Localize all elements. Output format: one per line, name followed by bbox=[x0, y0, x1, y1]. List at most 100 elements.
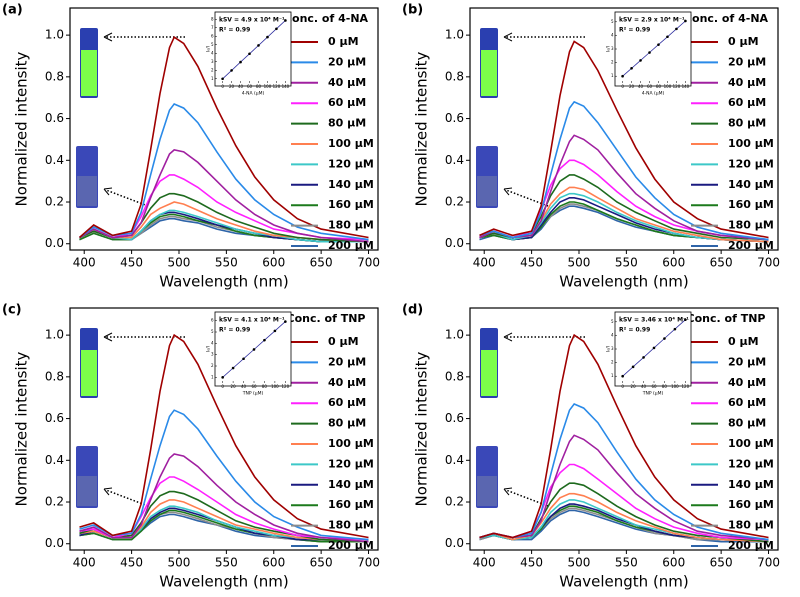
vial-liquid bbox=[477, 176, 497, 206]
y-tick-label: 0.6 bbox=[45, 411, 64, 425]
inset-point bbox=[252, 348, 256, 351]
inset-x-tick-label: 60 bbox=[247, 84, 253, 89]
legend-label: 200 μM bbox=[328, 239, 374, 252]
inset-point bbox=[630, 67, 633, 70]
x-tick-label: 600 bbox=[262, 256, 285, 270]
inset-x-tick-label: 0 bbox=[621, 384, 624, 389]
y-tick-label: 0.6 bbox=[45, 111, 64, 125]
legend-label: 140 μM bbox=[328, 178, 374, 191]
vial-glow bbox=[81, 50, 97, 96]
x-tick-label: 700 bbox=[757, 256, 780, 270]
arrow-head bbox=[103, 32, 113, 42]
arrow-head bbox=[503, 487, 513, 496]
inset-point bbox=[284, 320, 287, 323]
inset-y-tick-label: 5 bbox=[211, 42, 214, 47]
y-tick-label: 1.0 bbox=[45, 328, 64, 342]
inset-x-tick-label: 100 bbox=[271, 384, 279, 389]
x-tick-label: 400 bbox=[473, 556, 496, 570]
inset-point bbox=[684, 19, 687, 23]
inset-y-label: I₀/I bbox=[606, 46, 612, 52]
inset-x-tick-label: 80 bbox=[656, 84, 662, 89]
y-axis-label: Normalized intensity bbox=[13, 351, 31, 506]
legend-label: 120 μM bbox=[328, 157, 374, 170]
legend-label: 180 μM bbox=[728, 519, 774, 532]
plot-frame bbox=[469, 307, 779, 551]
inset-point bbox=[273, 329, 277, 333]
y-tick-label: 0.8 bbox=[445, 69, 464, 83]
inset-point bbox=[663, 337, 666, 340]
inset-y-tick-label: 5 bbox=[611, 319, 614, 324]
y-tick-label: 1.0 bbox=[445, 28, 464, 42]
x-tick-label: 400 bbox=[73, 256, 96, 270]
panel-label: (d) bbox=[402, 303, 423, 318]
inset-x-tick-label: 0 bbox=[221, 384, 224, 389]
x-tick-label: 700 bbox=[357, 556, 380, 570]
plot-frame bbox=[469, 7, 779, 251]
legend-label: 20 μM bbox=[728, 355, 766, 368]
y-tick-label: 0.6 bbox=[445, 111, 464, 125]
vial-liquid bbox=[77, 176, 97, 206]
y-tick-label: 0.8 bbox=[45, 69, 64, 83]
spectrum-line bbox=[479, 403, 769, 541]
legend-label: 80 μM bbox=[728, 417, 766, 430]
x-tick-label: 450 bbox=[120, 556, 143, 570]
x-axis-label: Wavelength (nm) bbox=[559, 273, 689, 291]
inset-y-tick-label: 1 bbox=[211, 76, 214, 81]
y-tick-label: 0.8 bbox=[445, 369, 464, 383]
inset-y-tick-label: 1 bbox=[211, 374, 214, 379]
x-axis-label: Wavelength (nm) bbox=[159, 273, 289, 291]
x-tick-label: 600 bbox=[662, 556, 685, 570]
legend-label: 80 μM bbox=[728, 117, 766, 130]
legend-label: 20 μM bbox=[328, 55, 366, 68]
inset-y-tick-label: 8 bbox=[211, 16, 214, 21]
inset-x-tick-label: 120 bbox=[682, 384, 690, 389]
panel-label: (b) bbox=[402, 3, 423, 18]
inset-x-tick-label: 20 bbox=[231, 384, 237, 389]
x-tick-label: 450 bbox=[120, 256, 143, 270]
inset-y-label: I₀/I bbox=[206, 346, 212, 352]
spectrum-line bbox=[79, 149, 369, 243]
inset-point bbox=[621, 74, 624, 78]
x-tick-label: 700 bbox=[757, 556, 780, 570]
spectrum-line bbox=[78, 36, 369, 239]
inset-y-tick-label: 6 bbox=[211, 318, 214, 323]
inset-x-label: 4-NA (μM) bbox=[242, 91, 265, 97]
inset-annotation: kSV = 2.9 x 10⁴ M⁻¹ bbox=[619, 17, 685, 24]
legend-label: 120 μM bbox=[728, 457, 774, 470]
x-tick-label: 700 bbox=[357, 256, 380, 270]
inset-y-tick-label: 4 bbox=[611, 332, 614, 337]
inset-point bbox=[239, 60, 242, 64]
legend-label: 100 μM bbox=[728, 437, 774, 450]
spectrum-line bbox=[479, 434, 769, 541]
x-tick-label: 600 bbox=[662, 256, 685, 270]
x-axis-label: Wavelength (nm) bbox=[559, 573, 689, 591]
inset-y-tick-label: 3 bbox=[611, 346, 614, 351]
legend-label: 40 μM bbox=[728, 376, 766, 389]
y-tick-label: 0.2 bbox=[445, 195, 464, 209]
inset-x-tick-label: 40 bbox=[238, 84, 244, 89]
legend-label: 20 μM bbox=[728, 55, 766, 68]
legend-label: 140 μM bbox=[728, 478, 774, 491]
legend-label: 0 μM bbox=[328, 35, 359, 48]
inset-point bbox=[242, 357, 245, 361]
legend-label: 100 μM bbox=[328, 437, 374, 450]
spectrum-line bbox=[479, 463, 769, 541]
plot-frame bbox=[69, 7, 379, 251]
y-tick-label: 0.2 bbox=[445, 495, 464, 509]
inset-y-tick-label: 6 bbox=[211, 33, 214, 38]
inset-y-tick-label: 3 bbox=[611, 46, 614, 51]
legend-label: 180 μM bbox=[328, 219, 374, 232]
legend-label: 80 μM bbox=[328, 117, 366, 130]
legend-title: Conc. of 4-NA bbox=[284, 12, 369, 25]
x-tick-label: 550 bbox=[615, 556, 638, 570]
arrow-head bbox=[503, 187, 513, 196]
inset-annotation: R² = 0.99 bbox=[219, 327, 250, 334]
legend-label: 160 μM bbox=[728, 198, 774, 211]
arrow-head bbox=[103, 487, 113, 496]
x-tick-label: 650 bbox=[710, 556, 733, 570]
legend-title: Conc. of 4-NA bbox=[684, 12, 769, 25]
x-tick-label: 550 bbox=[215, 556, 238, 570]
legend-label: 160 μM bbox=[328, 498, 374, 511]
y-tick-label: 0.4 bbox=[445, 153, 464, 167]
inset-point bbox=[248, 52, 251, 56]
